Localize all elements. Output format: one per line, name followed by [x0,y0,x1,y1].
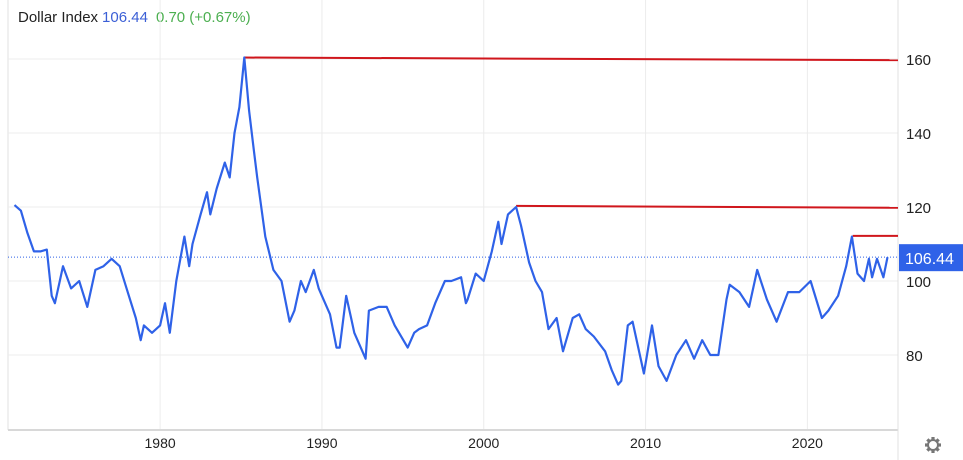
current-price: 106.44 [102,9,148,26]
chart-header: Dollar Index 106.44 0.70 (+0.67%) [18,9,251,26]
y-tick-label: 120 [906,200,931,217]
resistance-line [516,204,899,209]
x-tick-label: 2000 [468,435,499,451]
x-tick-label: 2020 [792,435,823,451]
x-tick-label: 1980 [145,435,176,451]
price-change: 0.70 (+0.67%) [155,9,251,26]
price-line [13,56,889,386]
x-tick-label: 2010 [630,435,661,451]
last-price-label: 106.44 [905,251,954,268]
x-tick-label: 1990 [306,435,337,451]
y-tick-label: 140 [906,126,931,143]
y-tick-label: 160 [906,52,931,69]
resistance-line [244,56,899,62]
gear-icon[interactable] [925,437,941,453]
instrument-title: Dollar Index [18,9,99,26]
y-tick-label: 80 [906,348,923,365]
y-tick-label: 100 [906,274,931,291]
last-price-badge [899,244,963,272]
